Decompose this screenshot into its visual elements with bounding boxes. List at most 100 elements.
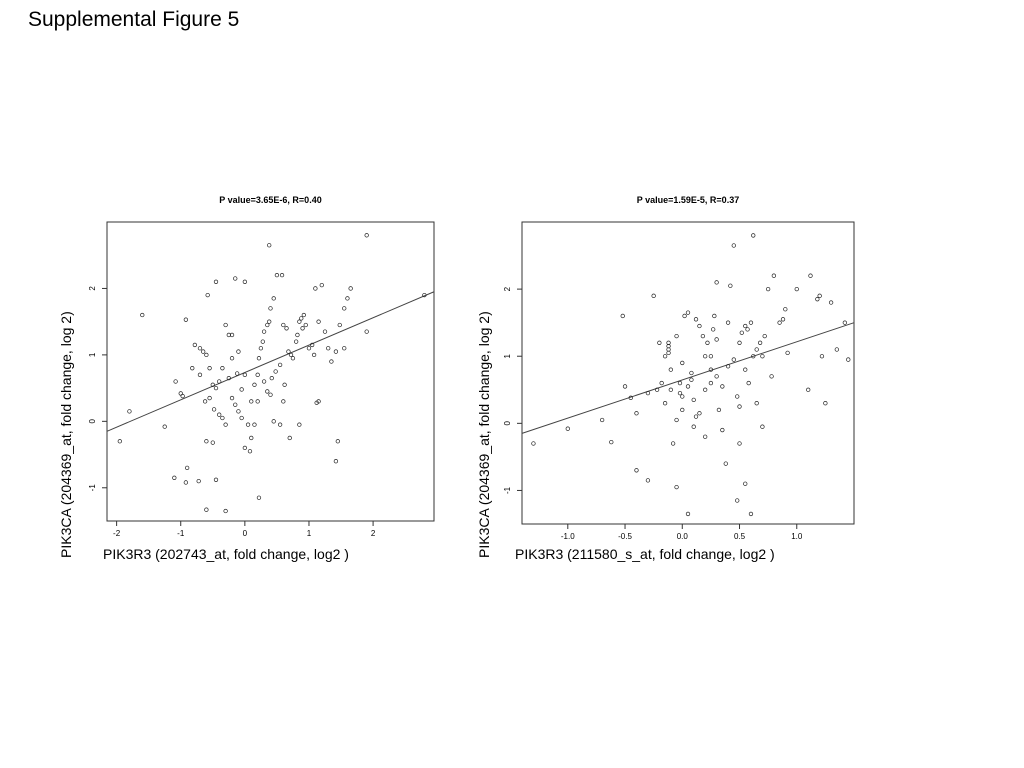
data-point xyxy=(674,417,679,423)
data-point xyxy=(300,326,305,331)
data-point xyxy=(217,379,222,384)
data-point xyxy=(210,440,215,445)
data-point xyxy=(274,273,280,278)
data-point xyxy=(677,390,683,396)
x-axis-label-left: PIK3R3 (202743_at, fold change, log2 ) xyxy=(103,546,349,562)
x-tick-label: -0.5 xyxy=(618,532,632,541)
data-point xyxy=(213,279,219,284)
data-point xyxy=(267,319,272,324)
data-point xyxy=(739,330,744,335)
data-point xyxy=(273,369,278,374)
data-point xyxy=(223,508,228,514)
data-point xyxy=(645,478,651,483)
data-point xyxy=(666,340,671,345)
plot-frame xyxy=(106,221,435,522)
data-point xyxy=(316,319,321,324)
data-point xyxy=(299,316,304,321)
data-point xyxy=(815,297,820,302)
data-point xyxy=(737,441,742,446)
data-point xyxy=(271,419,276,424)
data-point xyxy=(531,441,536,446)
data-point xyxy=(220,415,225,421)
data-point xyxy=(162,424,167,429)
data-point xyxy=(737,404,742,409)
data-point xyxy=(220,366,225,371)
data-point xyxy=(748,320,754,325)
data-point xyxy=(281,322,286,328)
data-point xyxy=(223,322,228,328)
data-point xyxy=(668,387,673,392)
data-point xyxy=(127,409,132,414)
y-axis-label-left: PIK3CA (204369_at, fold change, log 2) xyxy=(58,311,74,558)
data-point xyxy=(689,370,694,376)
data-point xyxy=(252,382,257,387)
data-point xyxy=(329,359,334,364)
data-point xyxy=(207,395,212,401)
data-point xyxy=(197,346,203,351)
y-tick-label: -1 xyxy=(503,486,512,494)
data-point xyxy=(422,292,427,298)
data-point xyxy=(236,409,241,414)
data-point xyxy=(290,356,296,361)
data-point xyxy=(242,445,248,451)
data-point xyxy=(117,439,122,444)
data-point xyxy=(737,340,742,345)
data-point xyxy=(345,296,350,301)
data-point xyxy=(609,439,614,445)
data-point xyxy=(842,320,847,325)
data-point xyxy=(751,354,756,359)
data-point xyxy=(245,422,251,427)
data-point xyxy=(213,385,219,391)
data-point xyxy=(205,292,210,298)
data-point xyxy=(745,327,750,332)
data-point xyxy=(743,481,748,486)
data-point xyxy=(282,382,287,387)
data-point xyxy=(217,412,222,417)
data-point xyxy=(769,374,774,379)
data-point xyxy=(620,313,625,319)
data-point xyxy=(183,317,189,322)
data-point xyxy=(313,286,318,291)
data-point xyxy=(213,477,219,482)
data-point xyxy=(301,312,306,318)
data-point xyxy=(712,313,717,319)
data-point xyxy=(689,377,694,382)
data-point xyxy=(705,340,710,345)
data-point xyxy=(265,389,270,394)
data-point xyxy=(333,459,339,464)
data-point xyxy=(731,243,736,248)
data-point xyxy=(720,427,725,433)
data-point xyxy=(725,320,731,325)
data-point xyxy=(281,399,286,404)
data-point xyxy=(716,407,722,413)
data-point xyxy=(173,379,178,384)
data-point xyxy=(297,422,302,427)
x-tick-label: 0 xyxy=(243,529,248,538)
slide-title: Supplemental Figure 5 xyxy=(28,8,240,31)
scatter-plot-right: -1.0 -0.5 0.0 0.5 1.0 -1 0 1 2 xyxy=(503,221,855,541)
data-point xyxy=(333,349,339,354)
data-point xyxy=(295,332,300,338)
data-point xyxy=(236,349,241,354)
data-point xyxy=(335,439,340,444)
data-point xyxy=(654,387,660,392)
data-point xyxy=(255,399,260,404)
data-point xyxy=(204,352,209,358)
data-point xyxy=(662,354,668,359)
data-point xyxy=(180,393,185,399)
data-point xyxy=(235,371,240,376)
data-point xyxy=(823,401,828,406)
data-point xyxy=(685,384,691,389)
data-point xyxy=(306,346,312,351)
y-tick-label: 0 xyxy=(503,421,512,426)
data-point xyxy=(691,424,696,429)
data-point xyxy=(172,475,177,480)
data-point xyxy=(757,340,763,345)
data-point xyxy=(682,313,687,319)
plot-title: P value=1.59E-5, R=0.37 xyxy=(636,195,740,205)
data-point xyxy=(342,346,347,351)
data-point xyxy=(674,484,679,490)
scatter-panel-left: P value=3.65E-6, R=0.40 -2 -1 0 1 2 -1 0 1 2 xyxy=(88,195,435,538)
plot-frame xyxy=(521,221,855,525)
data-point xyxy=(140,312,145,318)
